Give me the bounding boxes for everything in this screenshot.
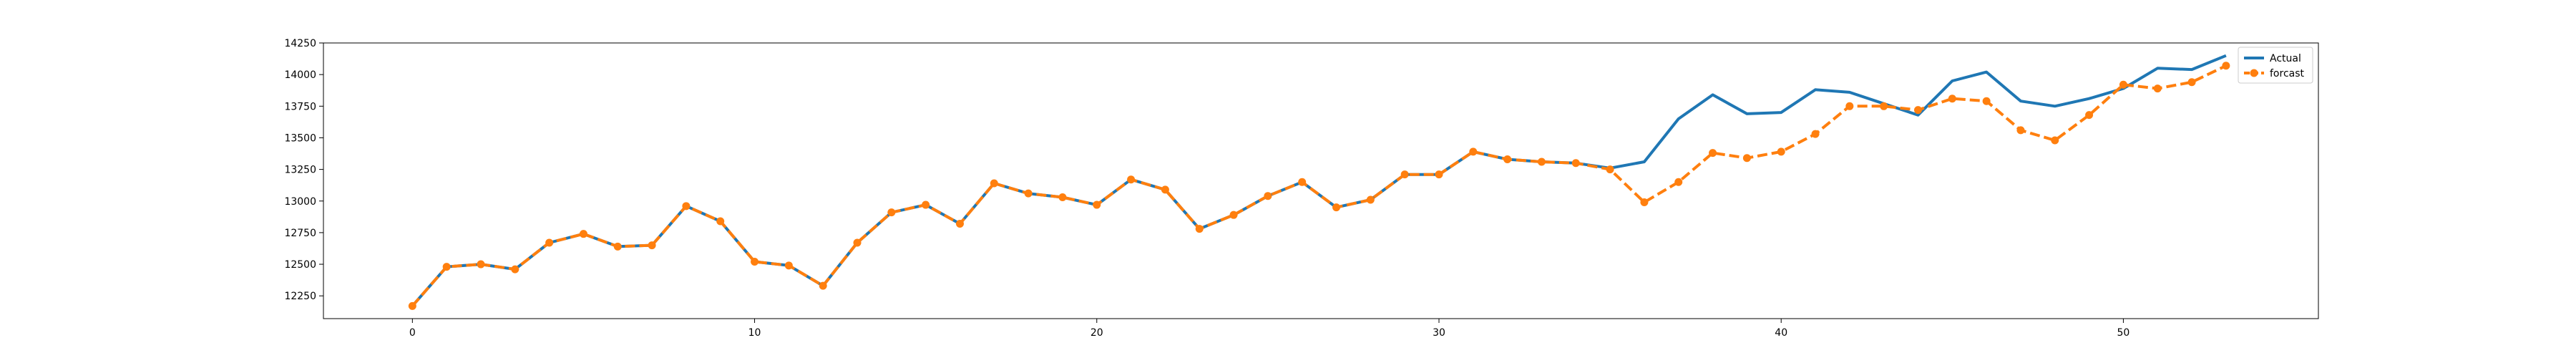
y-tick-label-13250: 13250 bbox=[284, 165, 316, 176]
series-group bbox=[408, 54, 2230, 310]
y-tick-label-12250: 12250 bbox=[284, 291, 316, 302]
data-point-forcast-12 bbox=[819, 281, 827, 290]
data-point-forcast-48 bbox=[2051, 136, 2059, 145]
data-point-forcast-0 bbox=[408, 301, 416, 310]
data-point-forcast-47 bbox=[2016, 126, 2025, 135]
data-point-forcast-32 bbox=[1503, 155, 1512, 163]
data-point-forcast-29 bbox=[1400, 170, 1409, 179]
data-point-forcast-22 bbox=[1161, 185, 1169, 194]
data-point-forcast-19 bbox=[1058, 193, 1067, 201]
data-point-forcast-41 bbox=[1811, 130, 1820, 138]
data-point-forcast-46 bbox=[1982, 97, 1991, 105]
data-point-forcast-3 bbox=[511, 265, 519, 274]
y-tick-label-13500: 13500 bbox=[284, 132, 316, 144]
data-point-forcast-38 bbox=[1709, 149, 1717, 158]
data-point-forcast-20 bbox=[1093, 200, 1101, 209]
data-point-forcast-24 bbox=[1229, 211, 1238, 219]
data-point-forcast-52 bbox=[2187, 78, 2196, 87]
y-tick-label-14250: 14250 bbox=[284, 38, 316, 49]
data-point-forcast-2 bbox=[477, 260, 485, 268]
legend: Actual forcast bbox=[2238, 47, 2313, 84]
data-point-forcast-28 bbox=[1366, 195, 1375, 204]
y-tick-label-13750: 13750 bbox=[284, 101, 316, 112]
data-point-forcast-5 bbox=[579, 230, 587, 238]
data-point-forcast-21 bbox=[1127, 175, 1136, 184]
data-point-forcast-35 bbox=[1606, 165, 1614, 174]
data-point-forcast-15 bbox=[922, 200, 930, 209]
x-tick-label-50: 50 bbox=[2117, 327, 2130, 339]
data-point-forcast-16 bbox=[955, 220, 964, 228]
x-tick-label-30: 30 bbox=[1433, 327, 1445, 339]
data-point-forcast-6 bbox=[613, 242, 622, 251]
data-point-forcast-39 bbox=[1742, 154, 1751, 163]
data-point-forcast-49 bbox=[2085, 111, 2094, 120]
data-point-forcast-9 bbox=[716, 217, 725, 226]
data-point-forcast-45 bbox=[1948, 95, 1956, 103]
data-point-forcast-40 bbox=[1777, 147, 1785, 156]
data-point-forcast-42 bbox=[1845, 102, 1854, 110]
data-point-forcast-13 bbox=[853, 238, 862, 247]
data-point-forcast-30 bbox=[1435, 170, 1443, 179]
data-point-forcast-11 bbox=[784, 261, 793, 270]
data-point-forcast-14 bbox=[887, 208, 896, 217]
data-point-forcast-43 bbox=[1880, 102, 1888, 110]
axes: 0 10 20 30 40 50 12250 12500 12750 13000 13250 1350… bbox=[284, 38, 2319, 339]
legend-marker-forcast bbox=[2250, 69, 2258, 77]
data-point-forcast-18 bbox=[1024, 189, 1033, 198]
data-point-forcast-31 bbox=[1469, 147, 1478, 156]
data-point-forcast-53 bbox=[2222, 62, 2230, 70]
data-point-forcast-10 bbox=[751, 258, 759, 266]
data-point-forcast-7 bbox=[648, 241, 656, 250]
legend-label-actual: Actual bbox=[2270, 53, 2301, 64]
y-tick-label-12500: 12500 bbox=[284, 259, 316, 271]
x-tick-label-10: 10 bbox=[748, 327, 761, 339]
data-point-forcast-51 bbox=[2153, 84, 2162, 93]
series-line-forcast bbox=[411, 64, 2227, 307]
x-tick-label-40: 40 bbox=[1775, 327, 1787, 339]
data-point-forcast-44 bbox=[1913, 106, 1922, 115]
data-point-forcast-17 bbox=[990, 179, 998, 188]
data-point-forcast-25 bbox=[1264, 192, 1272, 200]
legend-label-forcast: forcast bbox=[2270, 68, 2305, 79]
y-tick-label-13000: 13000 bbox=[284, 196, 316, 208]
y-tick-label-12750: 12750 bbox=[284, 228, 316, 239]
axes-frame bbox=[323, 42, 2319, 319]
data-point-forcast-34 bbox=[1571, 159, 1580, 168]
data-point-forcast-50 bbox=[2119, 80, 2127, 89]
data-point-forcast-33 bbox=[1537, 158, 1546, 166]
x-tick-label-20: 20 bbox=[1091, 327, 1103, 339]
data-point-forcast-37 bbox=[1674, 178, 1683, 186]
x-tick-label-0: 0 bbox=[409, 327, 416, 339]
y-tick-label-14000: 14000 bbox=[284, 69, 316, 81]
data-point-forcast-1 bbox=[442, 263, 451, 271]
data-point-forcast-8 bbox=[682, 202, 691, 211]
data-point-forcast-23 bbox=[1195, 225, 1204, 233]
data-point-forcast-26 bbox=[1298, 178, 1307, 186]
data-point-forcast-27 bbox=[1332, 203, 1341, 212]
data-point-forcast-4 bbox=[545, 238, 554, 247]
data-point-forcast-36 bbox=[1640, 198, 1649, 207]
